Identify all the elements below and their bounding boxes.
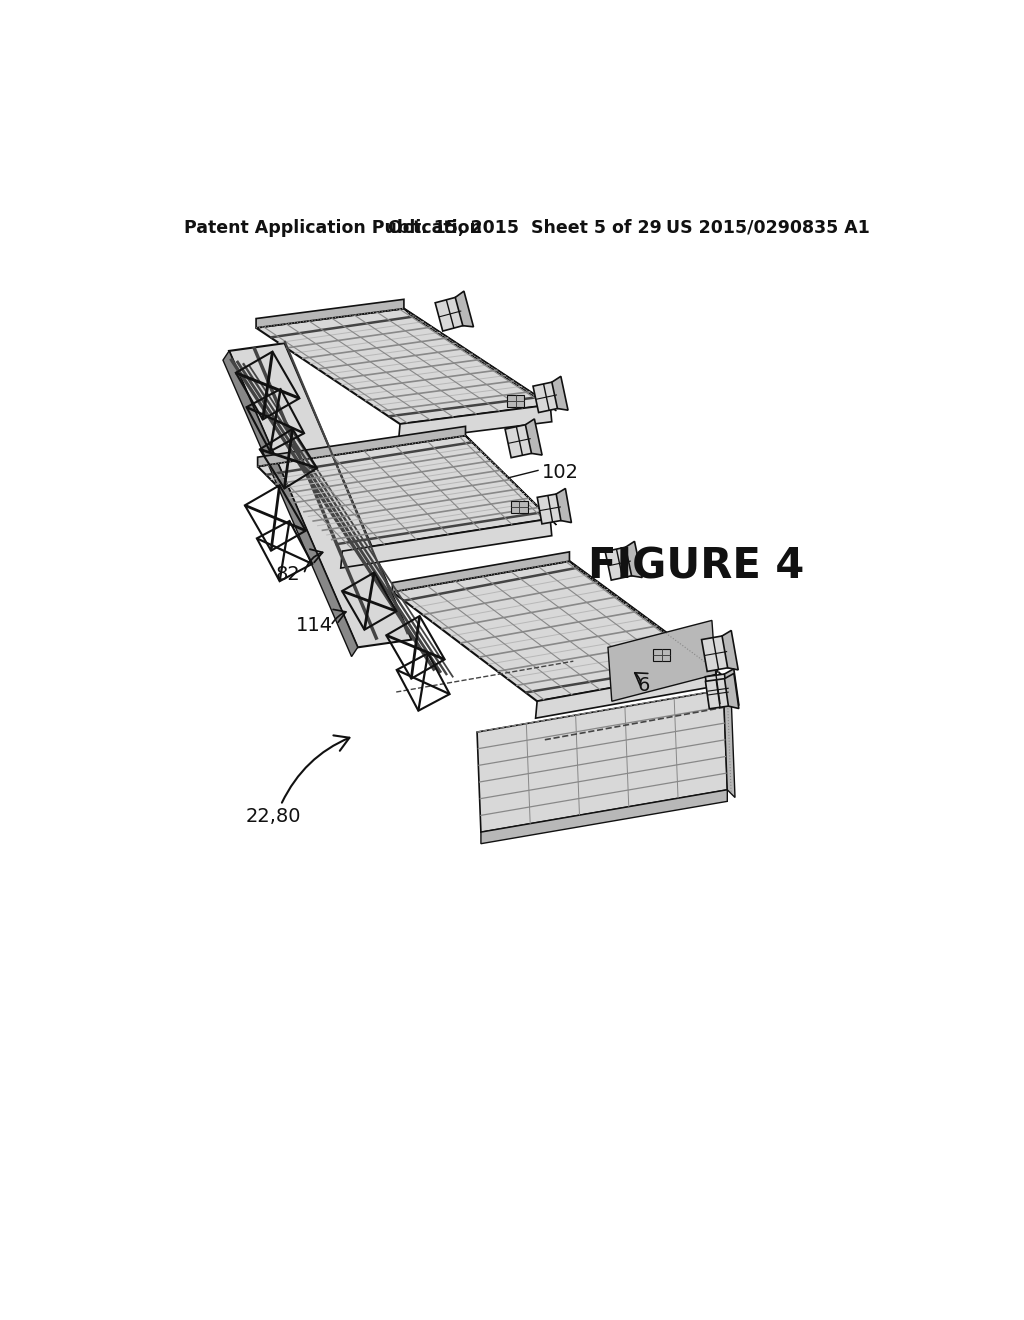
Text: 114: 114 — [296, 616, 333, 635]
Polygon shape — [569, 561, 722, 675]
Polygon shape — [552, 376, 568, 411]
Polygon shape — [626, 541, 642, 577]
FancyArrowPatch shape — [282, 735, 349, 803]
Text: 22,80: 22,80 — [246, 808, 301, 826]
Polygon shape — [398, 405, 552, 441]
Polygon shape — [456, 292, 473, 327]
Text: US 2015/0290835 A1: US 2015/0290835 A1 — [666, 219, 869, 236]
Polygon shape — [511, 502, 528, 513]
Text: 82: 82 — [275, 565, 300, 583]
Text: Patent Application Publication: Patent Application Publication — [184, 219, 482, 236]
Polygon shape — [701, 636, 730, 672]
Text: Oct. 15, 2015  Sheet 5 of 29: Oct. 15, 2015 Sheet 5 of 29 — [388, 219, 662, 236]
Polygon shape — [724, 689, 735, 797]
Polygon shape — [706, 673, 731, 706]
Polygon shape — [536, 669, 717, 718]
Polygon shape — [256, 300, 403, 327]
Polygon shape — [481, 789, 727, 843]
Text: 102: 102 — [542, 463, 579, 482]
Polygon shape — [722, 631, 738, 669]
Polygon shape — [256, 309, 550, 424]
Text: 6: 6 — [637, 676, 649, 696]
Polygon shape — [608, 620, 716, 701]
FancyArrowPatch shape — [635, 673, 648, 685]
Polygon shape — [403, 309, 556, 411]
Polygon shape — [507, 395, 524, 407]
Polygon shape — [477, 689, 727, 832]
Polygon shape — [556, 488, 571, 523]
Polygon shape — [505, 424, 534, 458]
Polygon shape — [258, 436, 550, 552]
FancyArrowPatch shape — [332, 610, 346, 623]
Polygon shape — [435, 297, 465, 331]
Polygon shape — [525, 418, 542, 455]
Polygon shape — [258, 426, 466, 466]
Polygon shape — [223, 351, 357, 656]
Polygon shape — [538, 494, 563, 524]
Polygon shape — [229, 343, 412, 647]
Polygon shape — [653, 649, 671, 661]
Polygon shape — [725, 673, 739, 709]
Text: FIGURE 4: FIGURE 4 — [589, 545, 805, 587]
Polygon shape — [706, 678, 731, 709]
Polygon shape — [392, 561, 716, 701]
Polygon shape — [341, 519, 552, 568]
Polygon shape — [466, 436, 556, 525]
Polygon shape — [724, 669, 739, 705]
Polygon shape — [534, 381, 560, 413]
FancyArrowPatch shape — [304, 549, 323, 572]
Polygon shape — [605, 546, 634, 579]
Polygon shape — [392, 552, 569, 591]
